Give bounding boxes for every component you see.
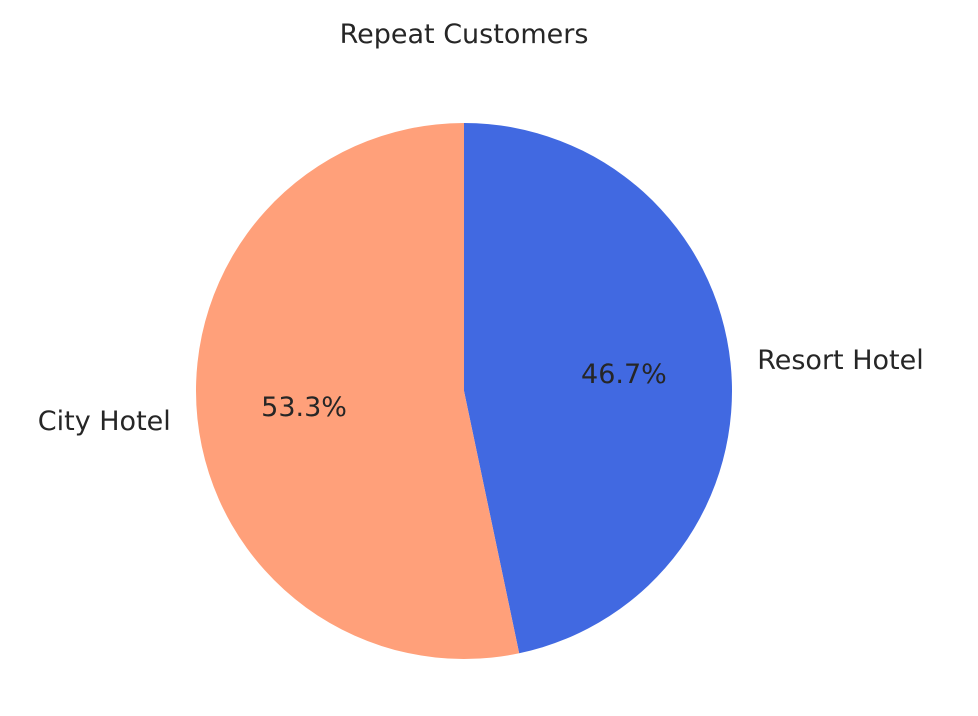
pie-slices bbox=[196, 123, 733, 659]
pie-slice-resort-hotel bbox=[464, 123, 733, 654]
pie-percent-label: 46.7% bbox=[581, 359, 667, 390]
pie-slice-city-hotel bbox=[196, 123, 520, 659]
pie-labels: 46.7% Resort Hotel 53.3% City Hotel bbox=[38, 345, 924, 437]
chart-title: Repeat Customers bbox=[340, 19, 589, 50]
pie-percent-label: 53.3% bbox=[261, 392, 347, 423]
pie-category-label: Resort Hotel bbox=[757, 345, 924, 376]
pie-category-label: City Hotel bbox=[38, 406, 171, 437]
